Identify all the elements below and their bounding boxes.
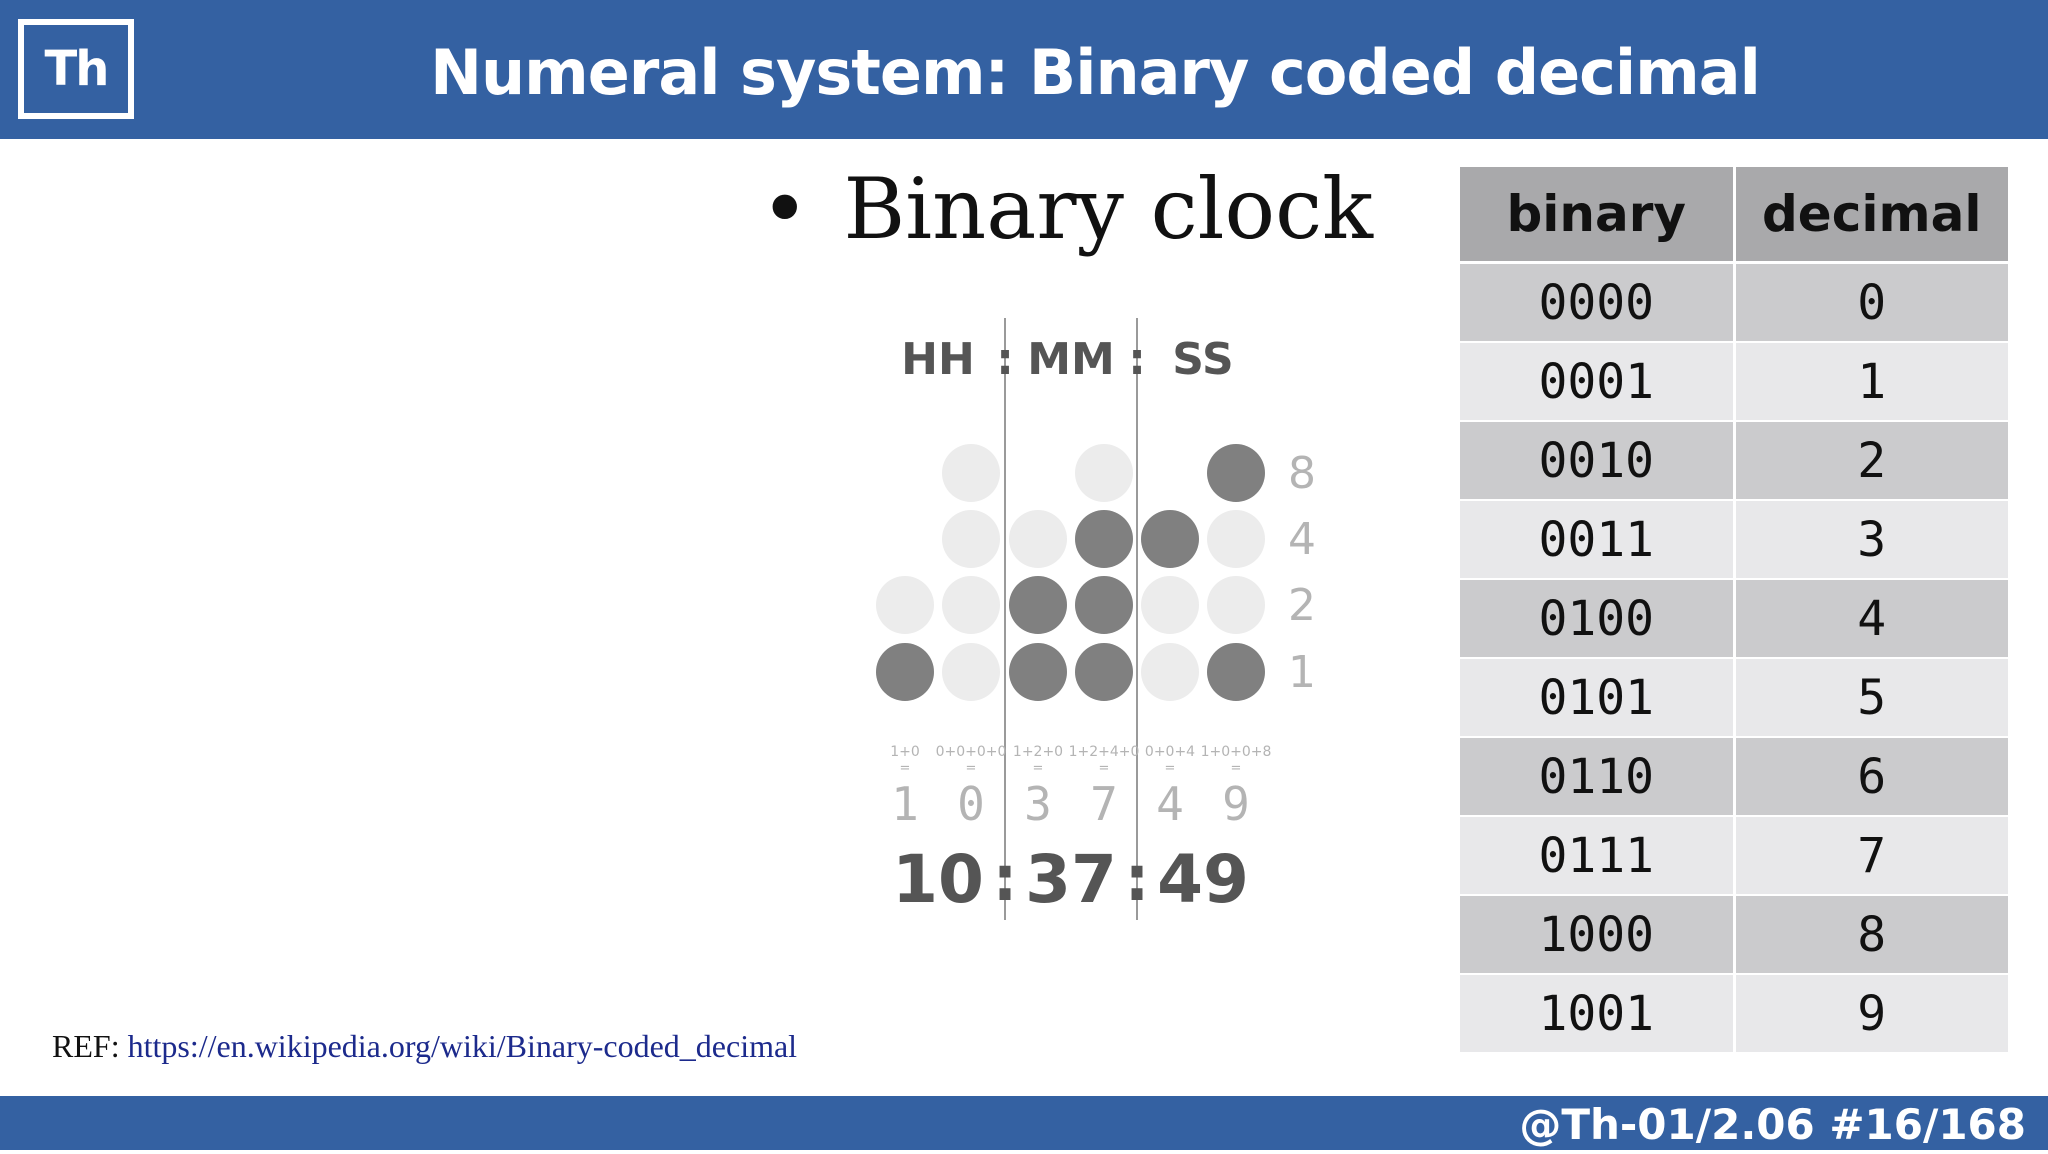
bit-on xyxy=(1075,576,1133,634)
binary-clock: HH MM SS::1+0 = 1 0+0+0+0 = 0 1+2+0 = 3 1+2+4+0 = 7 0+… xyxy=(850,300,1330,940)
binary-cell: 0010 xyxy=(1460,421,1736,501)
bit-weight-label: 2 xyxy=(1288,580,1316,631)
decimal-cell: 3 xyxy=(1734,500,2008,580)
bit-off xyxy=(942,576,1000,634)
column-sum: 1+2+0 xyxy=(1013,744,1063,760)
binary-cell: 1000 xyxy=(1460,895,1736,975)
table-row: 0000 0 xyxy=(1460,262,2008,343)
bit-weight-label: 1 xyxy=(1288,647,1316,698)
binary-cell: 0100 xyxy=(1460,579,1736,659)
table-row: 0100 4 xyxy=(1460,579,2008,659)
bit-on xyxy=(1075,510,1133,568)
column-equals: = xyxy=(1231,761,1242,776)
reference: REF: https://en.wikipedia.org/wiki/Binar… xyxy=(52,1028,797,1065)
bullet-text: Binary clock xyxy=(843,160,1374,258)
clock-unit-label: SS xyxy=(1172,334,1233,385)
decimal-cell: 6 xyxy=(1734,737,2008,817)
table-row: 1000 8 xyxy=(1460,895,2008,975)
column-equals: = xyxy=(1099,761,1110,776)
bit-off xyxy=(942,643,1000,701)
column-digit: 1 xyxy=(891,777,919,831)
bit-on xyxy=(1141,510,1199,568)
bit-off xyxy=(1207,576,1265,634)
column-header-decimal: decimal xyxy=(1734,167,2008,264)
bit-off xyxy=(942,510,1000,568)
column-digit: 3 xyxy=(1024,777,1052,831)
decimal-cell: 1 xyxy=(1734,342,2008,422)
bit-on xyxy=(1207,643,1265,701)
reference-label: REF: xyxy=(52,1028,128,1064)
bit-off xyxy=(942,444,1000,502)
decimal-cell: 2 xyxy=(1734,421,2008,501)
decimal-cell: 5 xyxy=(1734,658,2008,738)
binary-cell: 1001 xyxy=(1460,974,1736,1054)
slide-title: Numeral system: Binary coded decimal xyxy=(430,36,1761,109)
bit-off xyxy=(1141,576,1199,634)
time-separator: : xyxy=(993,842,1018,915)
column-sum: 0+0+4 xyxy=(1145,744,1195,760)
decimal-cell: 8 xyxy=(1734,895,2008,975)
decimal-cell: 0 xyxy=(1734,262,2008,343)
column-equals: = xyxy=(966,761,977,776)
table-row: 0110 6 xyxy=(1460,737,2008,817)
binary-cell: 0001 xyxy=(1460,342,1736,422)
decimal-cell: 4 xyxy=(1734,579,2008,659)
bit-off xyxy=(1207,510,1265,568)
column-sum: 1+2+4+0 xyxy=(1069,744,1140,760)
column-digit: 7 xyxy=(1090,777,1118,831)
bit-off xyxy=(1009,510,1067,568)
bit-on xyxy=(1009,576,1067,634)
column-digit: 0 xyxy=(957,777,985,831)
binary-cell: 0000 xyxy=(1460,262,1736,343)
bit-off xyxy=(876,576,934,634)
binary-cell: 0011 xyxy=(1460,500,1736,580)
bullet-icon: • xyxy=(760,160,810,258)
slide-number: @Th-01/2.06 #16/168 xyxy=(1519,1100,2026,1149)
table-row: 0111 7 xyxy=(1460,816,2008,896)
table-header-row: binary decimal xyxy=(1460,167,2008,264)
bit-on xyxy=(1207,444,1265,502)
column-equals: = xyxy=(1033,761,1044,776)
time-digits: 37 xyxy=(1025,841,1117,918)
bit-on xyxy=(1009,643,1067,701)
time-separator: : xyxy=(1125,842,1150,915)
table-row: 0010 2 xyxy=(1460,421,2008,501)
bit-weight-label: 4 xyxy=(1288,514,1316,565)
column-sum: 1+0+0+8 xyxy=(1201,744,1272,760)
logo: Th xyxy=(18,19,134,119)
time-digits: 10 xyxy=(892,841,984,918)
clock-unit-label: MM xyxy=(1027,334,1115,385)
decimal-cell: 9 xyxy=(1734,974,2008,1054)
footer-bar: @Th-01/2.06 #16/168 xyxy=(0,1096,2048,1150)
table-row: 1001 9 xyxy=(1460,974,2008,1054)
bit-off xyxy=(1075,444,1133,502)
column-header-binary: binary xyxy=(1460,167,1736,264)
binary-cell: 0111 xyxy=(1460,816,1736,896)
bit-on xyxy=(1075,643,1133,701)
binary-cell: 0101 xyxy=(1460,658,1736,738)
bit-on xyxy=(876,643,934,701)
table-row: 0011 3 xyxy=(1460,500,2008,580)
clock-separator: : xyxy=(996,334,1014,385)
binary-clock-graphic: HH MM SS::1+0=10+0+0+0=01+2+0=31+2+4+0=70+… xyxy=(876,318,1316,920)
reference-link[interactable]: https://en.wikipedia.org/wiki/Binary-cod… xyxy=(127,1028,798,1064)
table-row: 0001 1 xyxy=(1460,342,2008,422)
column-equals: = xyxy=(1165,761,1176,776)
table-row: 0101 5 xyxy=(1460,658,2008,738)
column-sum: 0+0+0+0 xyxy=(936,744,1007,760)
header-bar: Th Numeral system: Binary coded decimal xyxy=(0,0,2048,139)
column-digit: 4 xyxy=(1156,777,1184,831)
clock-unit-label: HH xyxy=(901,334,975,385)
column-digit: 9 xyxy=(1222,777,1250,831)
clock-separator: : xyxy=(1128,334,1146,385)
binary-cell: 0110 xyxy=(1460,737,1736,817)
bcd-table: binary decimal 0000 0 0001 1 0010 2 0011 3 0… xyxy=(1460,167,2008,1054)
bit-off xyxy=(1141,643,1199,701)
decimal-cell: 7 xyxy=(1734,816,2008,896)
bullet-item: • Binary clock xyxy=(760,160,1373,258)
time-digits: 49 xyxy=(1157,841,1249,918)
column-sum: 1+0 xyxy=(890,744,920,760)
column-equals: = xyxy=(900,761,911,776)
bit-weight-label: 8 xyxy=(1288,448,1316,499)
